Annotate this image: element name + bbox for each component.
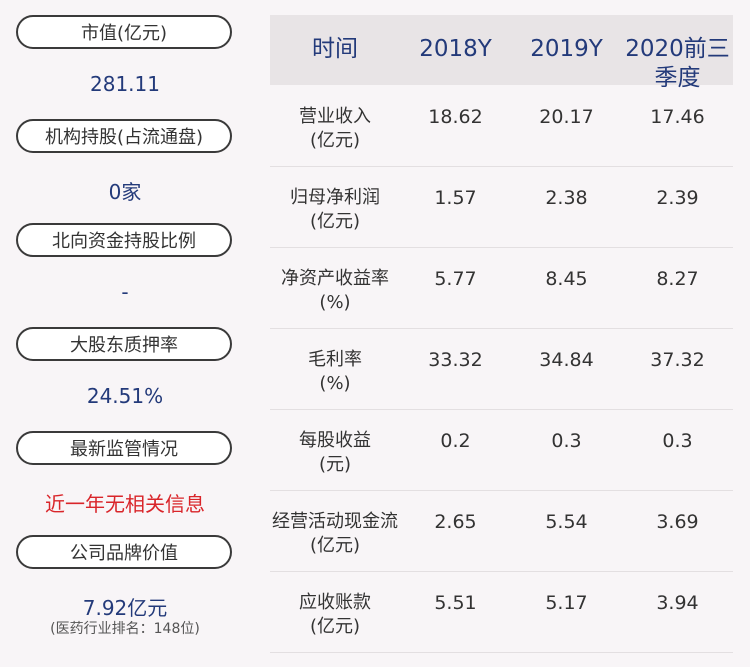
regulatory-status-label: 最新监管情况 (16, 431, 232, 465)
table-row: 应收账款 (亿元) 5.51 5.17 3.94 (270, 571, 733, 653)
row-value: 17.46 (650, 106, 705, 128)
table-header: 时间 2018Y 2019Y 2020前三 季度 (270, 15, 733, 91)
pledge-ratio-value: 24.51% (86, 384, 164, 408)
institutional-holdings-value: 0家 (108, 180, 142, 204)
row-label: 应收账款 (亿元) (299, 592, 371, 637)
row-value: 0.3 (662, 430, 693, 452)
market-cap-value: 281.11 (90, 72, 160, 96)
institutional-holdings-label: 机构持股(占流通盘) (16, 119, 232, 153)
regulatory-status-value: 近一年无相关信息 (45, 492, 205, 516)
northbound-holding-label: 北向资金持股比例 (16, 223, 232, 257)
row-value: 3.94 (656, 592, 699, 614)
row-value: 18.62 (428, 106, 483, 128)
row-value: 5.77 (434, 268, 477, 290)
brand-value-label: 公司品牌价值 (16, 535, 232, 569)
row-label: 经营活动现金流 (亿元) (272, 511, 398, 556)
brand-value-rank-note: (医药行业排名：148位) (50, 621, 200, 637)
market-cap-label: 市值(亿元) (16, 15, 232, 49)
header-time: 时间 (312, 36, 358, 62)
row-value: 33.32 (428, 349, 483, 371)
pledge-ratio-label: 大股东质押率 (16, 327, 232, 361)
brand-value-value: 7.92亿元 (82, 596, 168, 620)
row-label: 归母净利润 (亿元) (290, 187, 380, 232)
table-row: 净资产收益率 (%) 5.77 8.45 8.27 (270, 247, 733, 329)
row-value: 5.17 (545, 592, 588, 614)
row-value: 37.32 (650, 349, 705, 371)
table-row: 经营活动现金流 (亿元) 2.65 5.54 3.69 (270, 490, 733, 572)
row-value: 5.54 (545, 511, 588, 533)
row-label: 毛利率 (%) (308, 349, 362, 394)
row-value: 34.84 (539, 349, 594, 371)
row-label: 营业收入 (亿元) (299, 106, 371, 151)
table-row: 归母净利润 (亿元) 1.57 2.38 2.39 (270, 166, 733, 248)
table-row: 每股收益 (元) 0.2 0.3 0.3 (270, 409, 733, 491)
northbound-holding-value: - (121, 280, 129, 304)
header-2020-q3: 2020前三 季度 (625, 36, 730, 91)
row-value: 2.65 (434, 511, 477, 533)
row-value: 0.2 (440, 430, 471, 452)
row-value: 8.27 (656, 268, 699, 290)
header-2018y: 2018Y (419, 36, 492, 62)
table-row: 毛利率 (%) 33.32 34.84 37.32 (270, 328, 733, 410)
row-value: 8.45 (545, 268, 588, 290)
header-2019y: 2019Y (530, 36, 603, 62)
row-value: 1.57 (434, 187, 477, 209)
row-label: 净资产收益率 (%) (281, 268, 389, 313)
row-label: 每股收益 (元) (299, 430, 371, 475)
row-value: 2.39 (656, 187, 699, 209)
row-value: 5.51 (434, 592, 477, 614)
row-value: 20.17 (539, 106, 594, 128)
financial-metrics-table: 时间 2018Y 2019Y 2020前三 季度 营业收入 (亿元) 18.62 2… (270, 15, 733, 653)
row-value: 2.38 (545, 187, 588, 209)
table-row: 营业收入 (亿元) 18.62 20.17 17.46 (270, 85, 733, 167)
row-value: 0.3 (551, 430, 582, 452)
row-value: 3.69 (656, 511, 699, 533)
